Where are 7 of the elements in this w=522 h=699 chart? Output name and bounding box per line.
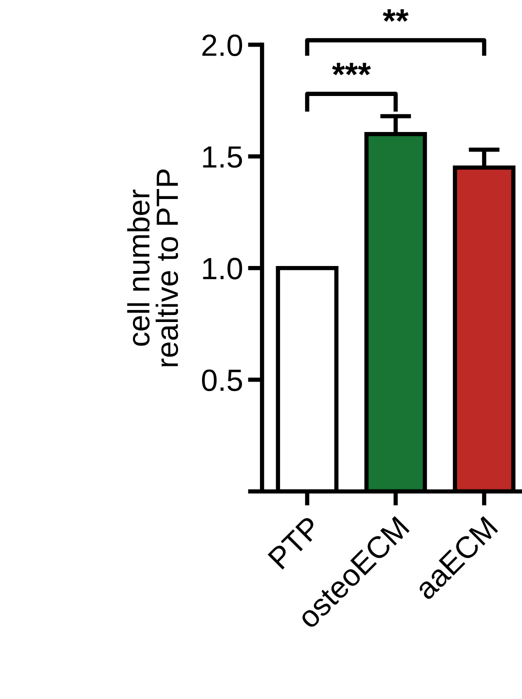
y-tick-label: 1.5: [203, 146, 242, 168]
y-tick-label: 1.0: [203, 258, 242, 280]
y-axis-title: cell number realtive to PTP: [127, 169, 178, 366]
annotation: ***: [332, 62, 371, 76]
y-tick-label: 2.0: [202, 34, 242, 56]
text: **: [382, 9, 409, 22]
y-tick-label: 0.5: [202, 369, 242, 392]
